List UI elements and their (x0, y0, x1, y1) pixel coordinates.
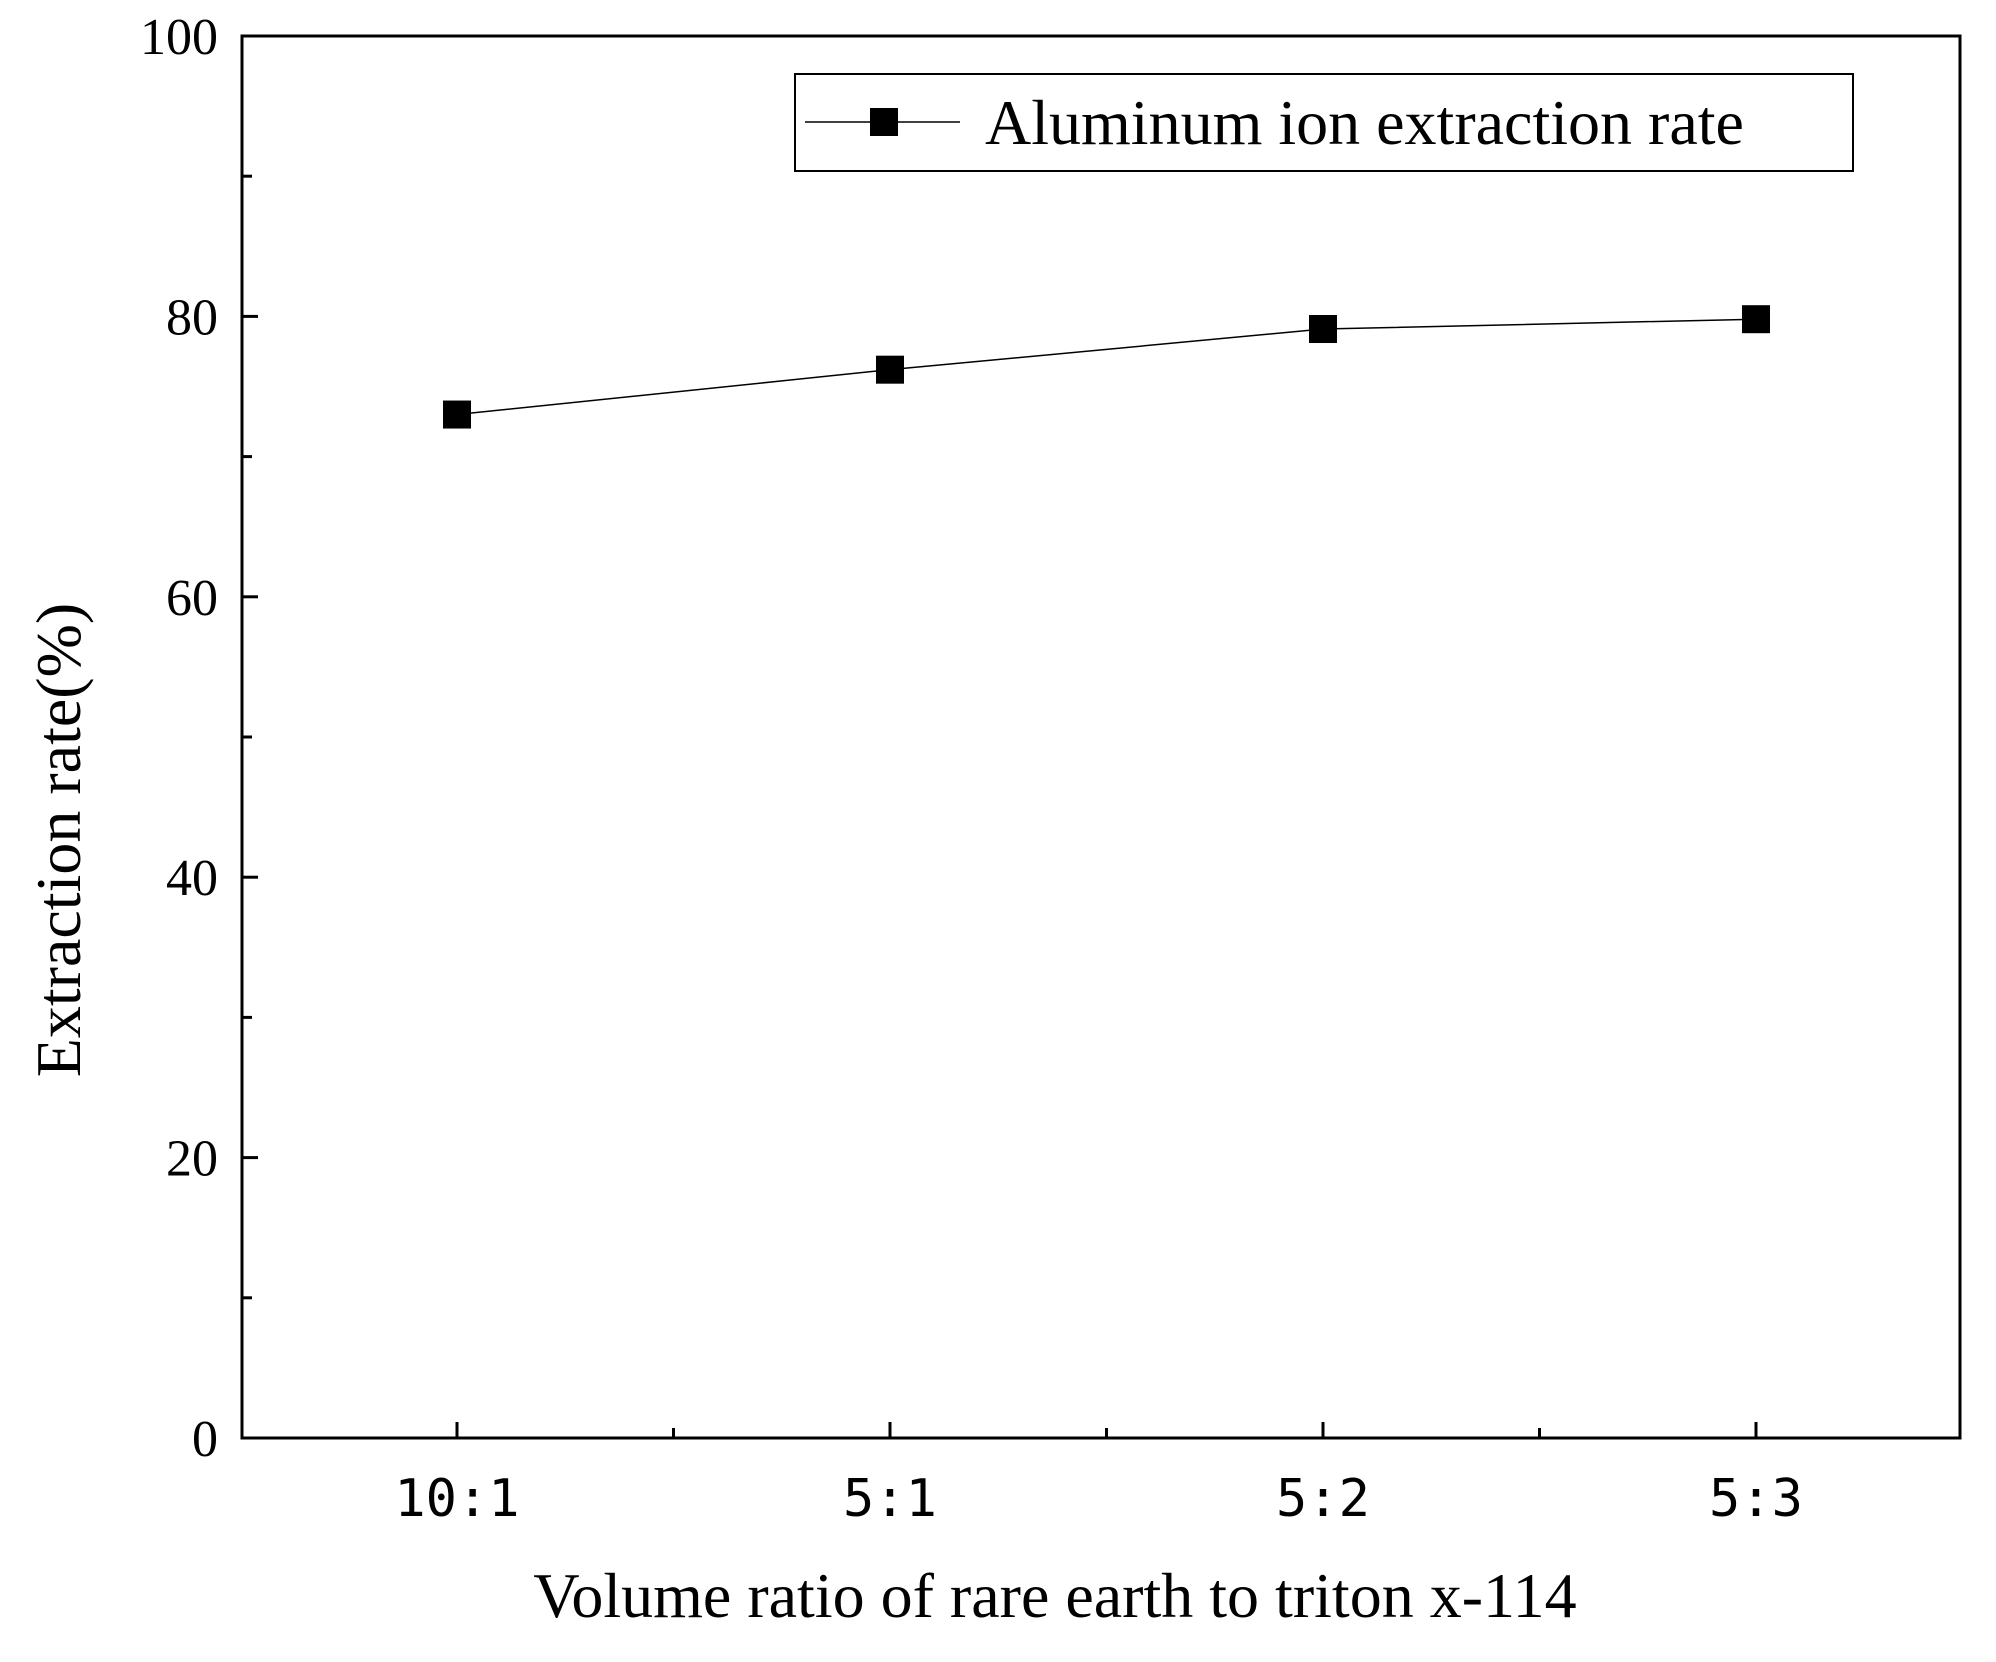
x-tick-label: 10:1 (394, 1469, 519, 1529)
x-axis-title: Volume ratio of rare earth to triton x-1… (533, 1560, 1576, 1631)
y-tick-label: 40 (166, 850, 218, 907)
data-point (1309, 315, 1337, 344)
legend-label: Aluminum ion extraction rate (985, 87, 1744, 158)
x-tick-label: 5:1 (843, 1469, 937, 1529)
x-axis-ticks: 10:1 5:1 5:2 5:3 (394, 1422, 1803, 1529)
x-tick-label: 5:3 (1709, 1469, 1803, 1529)
y-axis-ticks: 0 20 40 60 80 100 (140, 9, 258, 1468)
series-line (456, 318, 1757, 416)
y-axis-title: Extraction rate(%) (23, 603, 94, 1077)
y-tick-label: 0 (192, 1411, 218, 1468)
legend: Aluminum ion extraction rate (794, 73, 1854, 172)
plot-frame (240, 34, 1962, 1440)
y-tick-label: 20 (166, 1131, 218, 1188)
y-tick-label: 80 (166, 289, 218, 346)
legend-box (794, 73, 1854, 172)
y-tick-label: 100 (140, 9, 218, 66)
data-point (443, 400, 471, 429)
legend-marker (870, 108, 898, 136)
series-layer (443, 305, 1770, 429)
y-tick-label: 60 (166, 570, 218, 627)
x-tick-label: 5:2 (1276, 1469, 1370, 1529)
data-point (876, 355, 904, 384)
data-point (1742, 305, 1770, 334)
